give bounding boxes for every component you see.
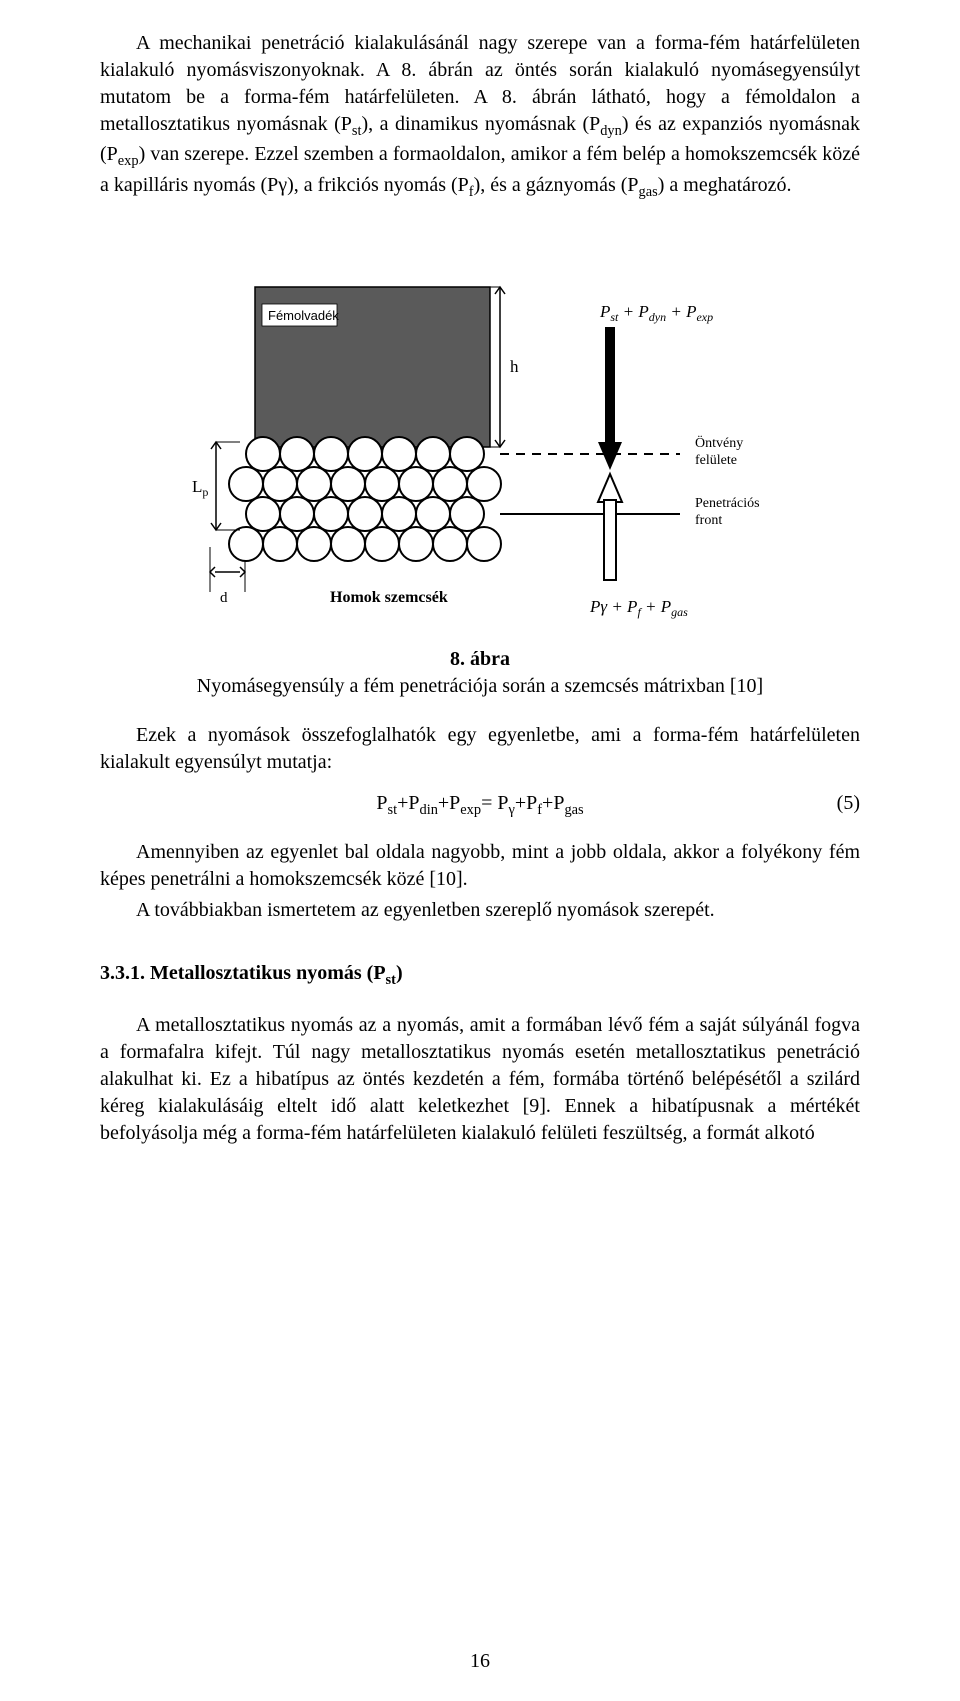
- fig-label-h: h: [510, 357, 519, 376]
- section-3-3-1-heading: 3.3.1. Metallosztatikus nyomás (Pst): [100, 960, 860, 990]
- para-2: Ezek a nyomások összefoglalhatók egy egy…: [100, 722, 860, 776]
- fig-label-penet1: Penetrációs: [695, 496, 760, 511]
- caption-bold: 8. ábra: [450, 648, 510, 670]
- section-heading-pre: 3.3.1. Metallosztatikus nyomás (P: [100, 962, 386, 984]
- section-heading-sub: st: [386, 972, 396, 988]
- para-3a: Amennyiben az egyenlet bal oldala nagyob…: [100, 839, 860, 893]
- para-4: A metallosztatikus nyomás az a nyomás, a…: [100, 1012, 860, 1147]
- figure-8-caption: 8. ábra Nyomásegyensúly a fém penetráció…: [100, 646, 860, 700]
- fig-label-d: d: [220, 590, 228, 606]
- p1-f: ) a meghatározó.: [658, 174, 792, 196]
- fig-label-femolvadek: Fémolvadék: [268, 308, 339, 323]
- p1-sub5: gas: [639, 184, 658, 200]
- fig-label-penet2: front: [695, 513, 722, 528]
- p1-sub3: exp: [118, 153, 139, 169]
- fig-label-homok: Homok szemcsék: [330, 589, 448, 606]
- fig-label-ontveny1: Öntvény: [695, 434, 743, 451]
- figure-8-svg: d Fémolvadék h: [180, 242, 780, 632]
- para-3b: A továbbiakban ismertetem az egyenletben…: [100, 897, 860, 924]
- intro-paragraph: A mechanikai penetráció kialakulásánál n…: [100, 30, 860, 202]
- p1-sub2: dyn: [600, 123, 622, 139]
- fig-label-ontveny2: felülete: [695, 453, 737, 468]
- figure-8: d Fémolvadék h: [100, 242, 860, 700]
- caption-rest: Nyomásegyensúly a fém penetrációja során…: [197, 675, 763, 697]
- p1-b: ), a dinamikus nyomásnak (P: [361, 113, 600, 135]
- equation-5: Pst+Pdin+Pexp= Pγ+Pf+Pgas (5): [100, 790, 860, 820]
- section-heading-post: ): [396, 962, 403, 984]
- p1-e: ), és a gáznyomás (P: [474, 174, 639, 196]
- equation-5-number: (5): [837, 790, 860, 817]
- equation-5-body: Pst+Pdin+Pexp= Pγ+Pf+Pgas: [376, 790, 583, 820]
- page-number: 16: [0, 1648, 960, 1675]
